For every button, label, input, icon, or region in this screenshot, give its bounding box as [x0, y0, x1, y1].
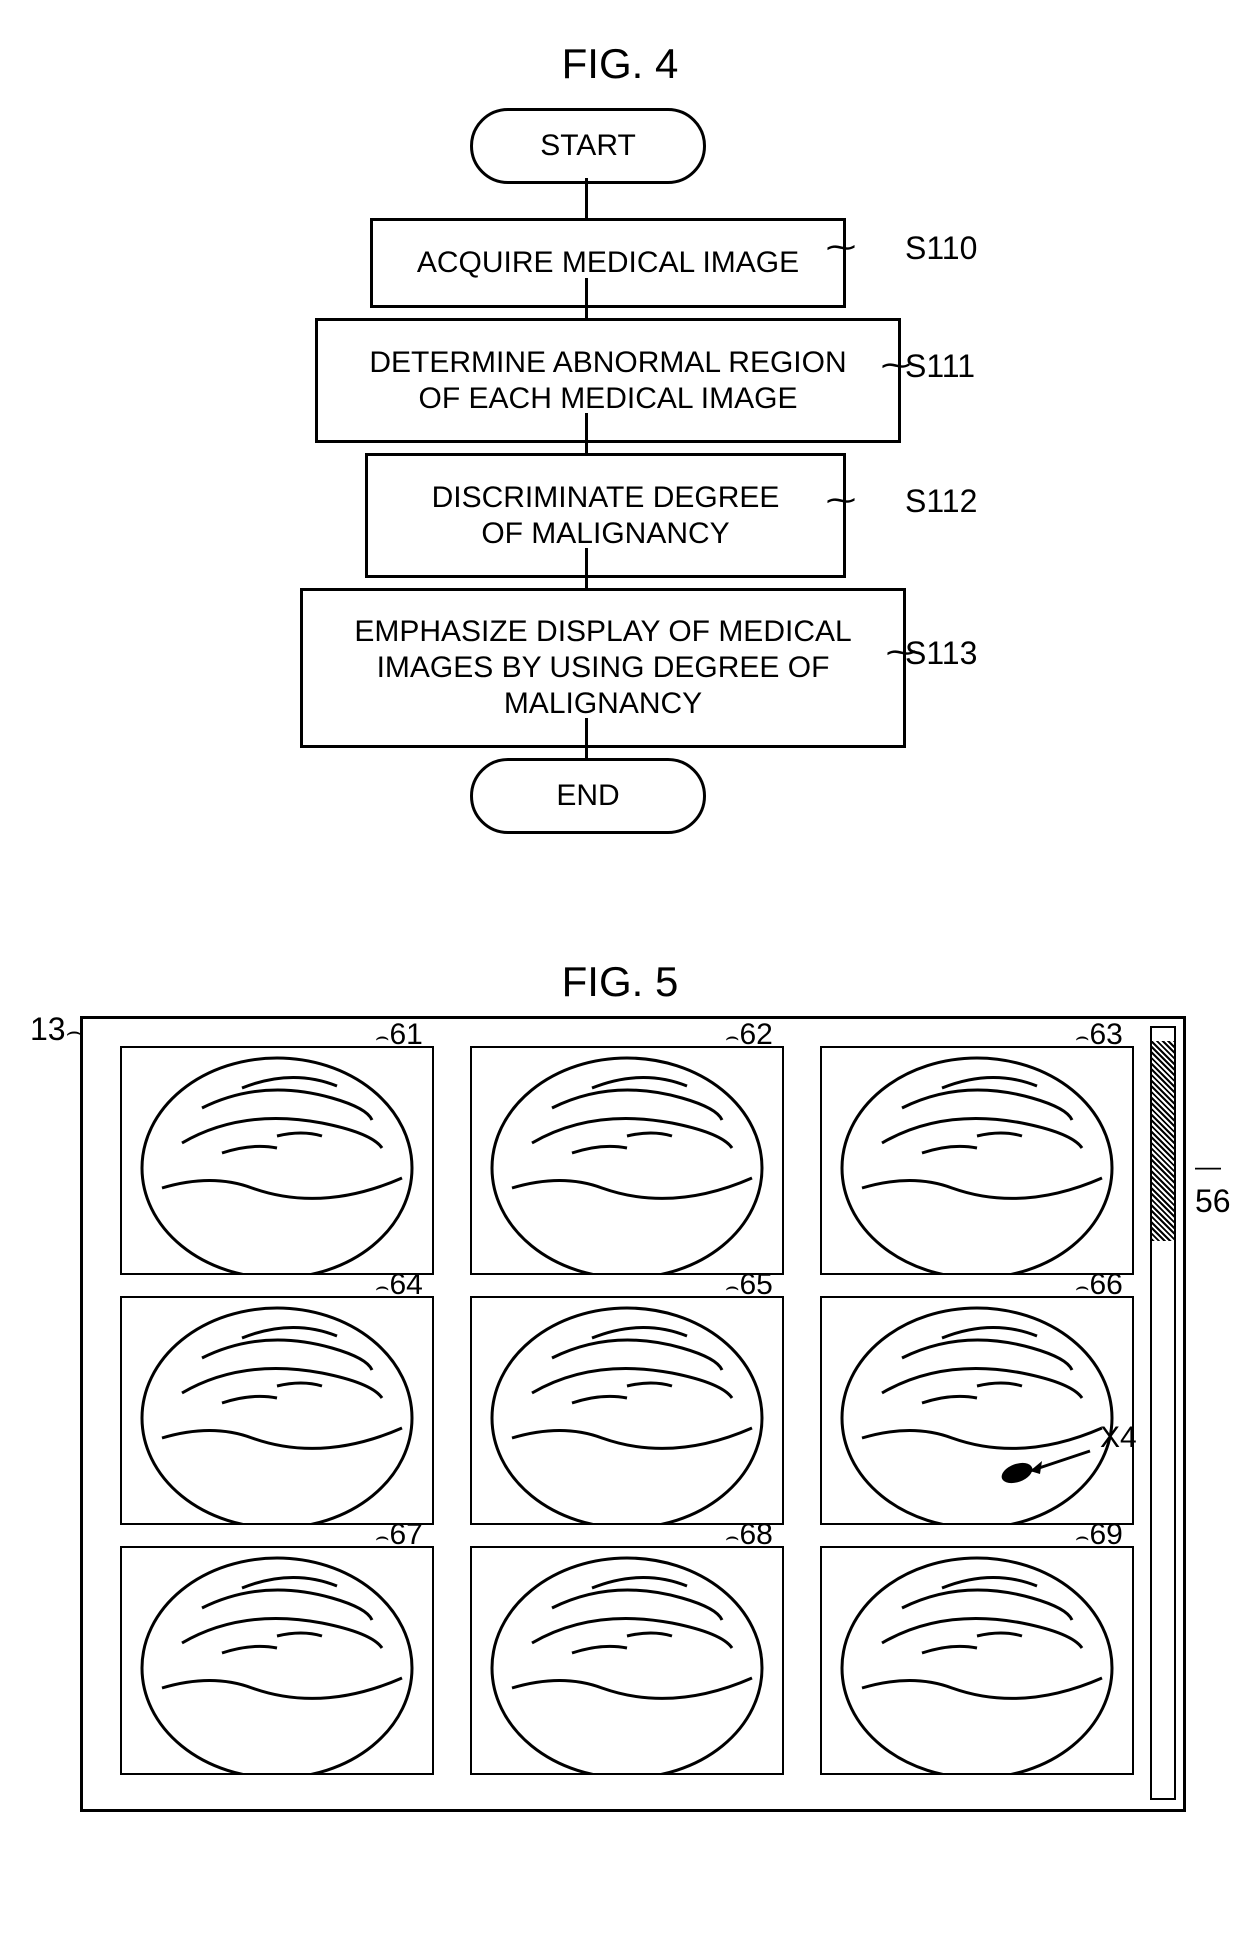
flow-connector — [585, 178, 588, 218]
flow-start: START — [470, 108, 706, 184]
leader-tilde: ⁓ — [826, 230, 856, 265]
flow-connector — [585, 278, 588, 318]
flow-step-s111: DETERMINE ABNORMAL REGIONOF EACH MEDICAL… — [315, 318, 901, 443]
thumbnail-62[interactable] — [470, 1046, 784, 1275]
thumb-label-68: ⌢68 — [725, 1518, 773, 1552]
fig4-title: FIG. 4 — [20, 40, 1220, 88]
thumb-label-67: ⌢67 — [375, 1518, 423, 1552]
flow-connector — [585, 718, 588, 758]
thumb-label-61: ⌢61 — [375, 1018, 423, 1052]
fig5-container: 13⌢ ⌢61 ⌢62 ⌢63 ⌢64 — [40, 1016, 1200, 1836]
scroll-thumb[interactable] — [1152, 1041, 1174, 1241]
flow-label-s112: S112 — [905, 483, 977, 520]
thumb-label-65: ⌢65 — [725, 1268, 773, 1302]
flow-end: END — [470, 758, 706, 834]
flow-connector — [585, 413, 588, 453]
thumbnail-61[interactable] — [120, 1046, 434, 1275]
flow-start-text: START — [540, 128, 636, 164]
monitor-label-13: 13⌢ — [30, 1011, 83, 1048]
flow-step-s110: ACQUIRE MEDICAL IMAGE — [370, 218, 846, 308]
flowchart-fig4: START ACQUIRE MEDICAL IMAGE⁓S110DETERMIN… — [170, 98, 1070, 918]
lesion-label-x4: X4 — [1100, 1421, 1137, 1455]
thumb-label-63: ⌢63 — [1075, 1018, 1123, 1052]
thumbnail-69[interactable] — [820, 1546, 1134, 1775]
flow-connector — [585, 548, 588, 588]
flow-step-s113: EMPHASIZE DISPLAY OF MEDICALIMAGES BY US… — [300, 588, 906, 748]
thumbnail-68[interactable] — [470, 1546, 784, 1775]
thumb-label-64: ⌢64 — [375, 1268, 423, 1302]
flow-label-s111: S111 — [905, 348, 975, 385]
thumbnail-63[interactable] — [820, 1046, 1134, 1275]
lesion-arrow — [1020, 1446, 1100, 1491]
thumb-label-62: ⌢62 — [725, 1018, 773, 1052]
fig5-title: FIG. 5 — [20, 958, 1220, 1006]
flow-step-s112: DISCRIMINATE DEGREEOF MALIGNANCY — [365, 453, 846, 578]
flow-end-text: END — [556, 778, 619, 814]
thumbnail-64[interactable] — [120, 1296, 434, 1525]
scrollbar-label-56: —56 — [1195, 1146, 1231, 1220]
leader-tilde: ⁓ — [826, 483, 856, 518]
thumb-label-69: ⌢69 — [1075, 1518, 1123, 1552]
flow-label-s110: S110 — [905, 230, 977, 267]
flow-label-s113: S113 — [905, 635, 977, 672]
thumb-label-66: ⌢66 — [1075, 1268, 1123, 1302]
scrollbar[interactable] — [1150, 1026, 1176, 1800]
thumbnail-65[interactable] — [470, 1296, 784, 1525]
thumbnail-67[interactable] — [120, 1546, 434, 1775]
